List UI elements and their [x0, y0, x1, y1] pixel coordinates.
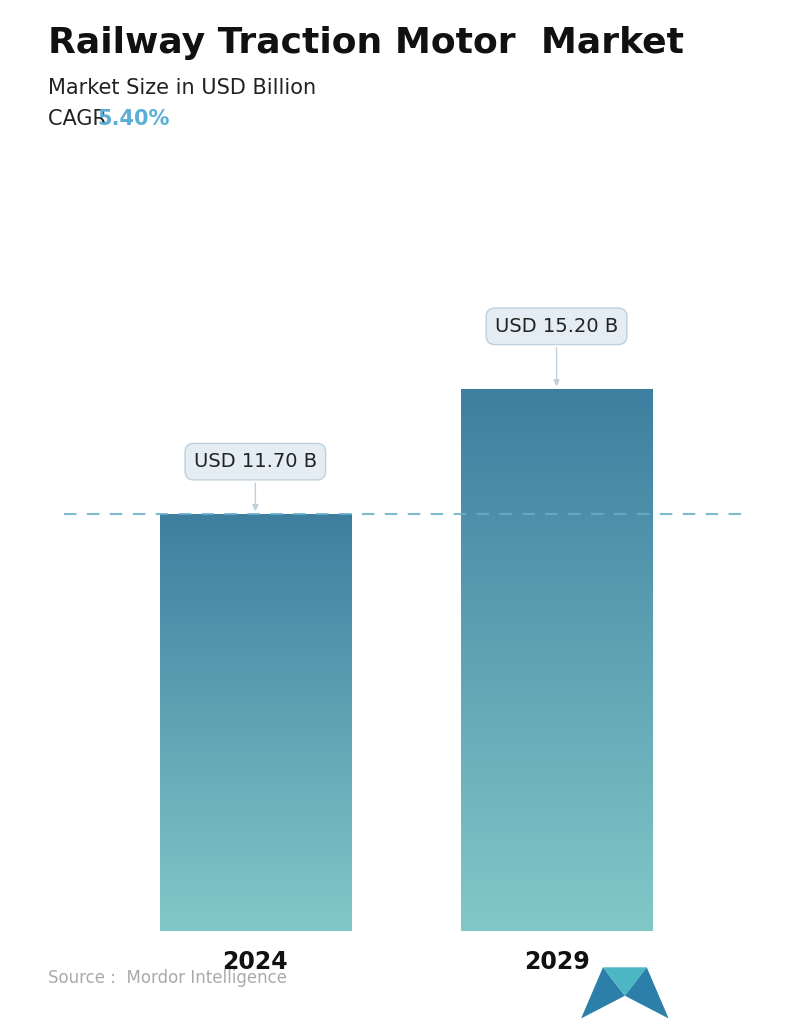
Text: USD 11.70 B: USD 11.70 B — [193, 452, 317, 510]
Text: CAGR: CAGR — [48, 109, 113, 128]
Text: Market Size in USD Billion: Market Size in USD Billion — [48, 78, 316, 97]
Polygon shape — [625, 968, 669, 1018]
Text: Source :  Mordor Intelligence: Source : Mordor Intelligence — [48, 970, 287, 987]
Polygon shape — [603, 968, 646, 996]
Text: USD 15.20 B: USD 15.20 B — [495, 316, 618, 385]
Text: 5.40%: 5.40% — [97, 109, 170, 128]
Polygon shape — [581, 968, 625, 1018]
Text: Railway Traction Motor  Market: Railway Traction Motor Market — [48, 26, 684, 60]
